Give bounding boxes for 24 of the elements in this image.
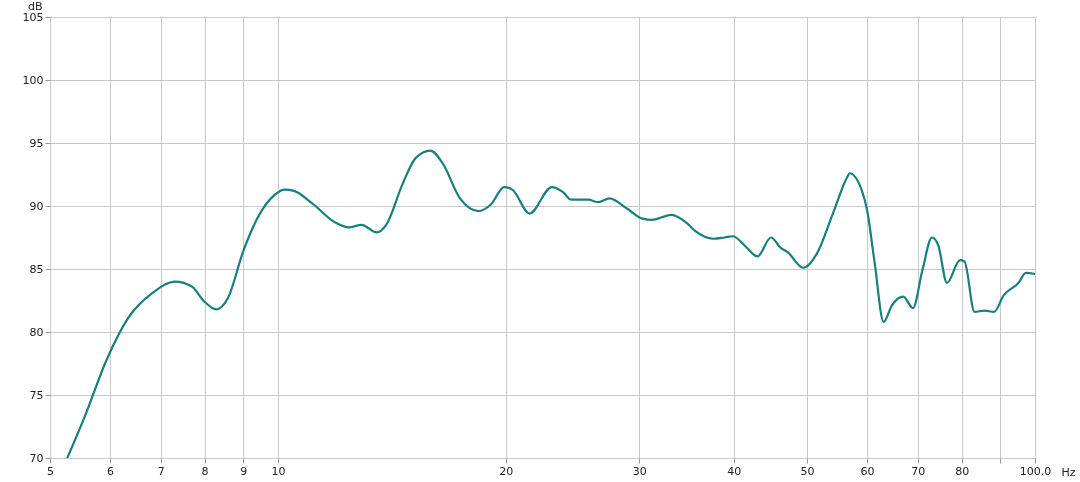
x-tick-label: 40 (727, 464, 742, 478)
y-tick-label: 95 (29, 136, 44, 150)
x-tick-label: 5 (47, 464, 54, 478)
x-tick-label: 80 (955, 464, 970, 478)
x-tick-label: 8 (201, 464, 209, 478)
y-tick-label: 75 (29, 388, 44, 402)
y-tick-label: 80 (29, 325, 44, 339)
y-tick-label: 70 (29, 451, 44, 465)
x-tick-label: 60 (860, 464, 875, 478)
x-tick-label: 50 (800, 464, 815, 478)
x-tick-label: 6 (106, 464, 114, 478)
y-tick-label: 85 (29, 262, 44, 276)
x-axis-title: Hz (1061, 465, 1076, 479)
x-tick-label: 70 (911, 464, 926, 478)
x-tick-label: 10 (271, 464, 286, 478)
x-tick-label: 100.0 (1019, 464, 1052, 478)
x-tick-label: 20 (499, 464, 514, 478)
y-axis-title: dB (27, 0, 43, 13)
y-tick-label: 100 (22, 73, 44, 87)
x-tick-label: 7 (157, 464, 165, 478)
y-tick-label: 105 (22, 10, 44, 24)
x-tick-label: 30 (632, 464, 647, 478)
y-tick-label: 90 (29, 199, 44, 213)
x-tick-label: 9 (240, 464, 248, 478)
